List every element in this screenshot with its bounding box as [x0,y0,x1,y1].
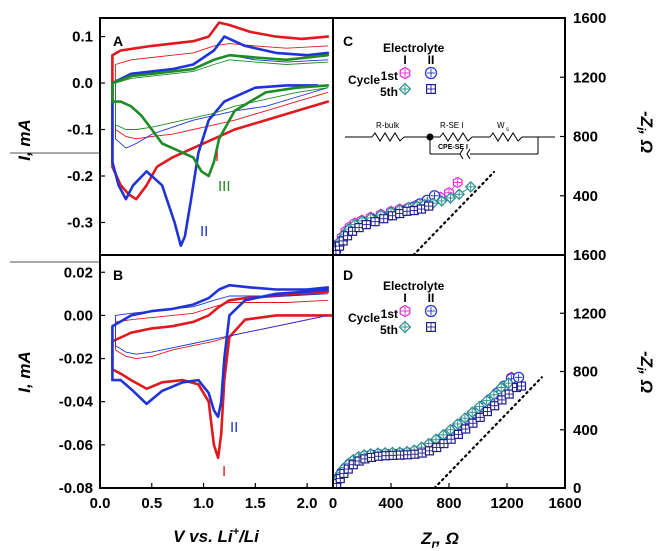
circuit-label-r-se-i-1: R-SE I [440,121,464,130]
panel-d-label: D [343,267,353,283]
y-tick-label-a-1: -0.2 [67,168,93,185]
y-tick-label-b-1: -0.06 [59,437,93,454]
x-tick-label-b-2: 1.0 [193,495,214,512]
reference-line-d [433,376,543,487]
y-tick-label-a-0: -0.3 [67,214,93,231]
curve-annotation-b-i: I [222,463,226,480]
x-tick-label-d-3: 1200 [490,495,523,512]
y-tick-label-d-2: 800 [573,364,598,381]
legend-column-header-d-ii: II [428,291,435,305]
circuit-warburg [489,132,523,142]
y-tick-label-a-3: 0.0 [72,75,93,92]
panel-c-y-axis-label: -Zi, Ω [634,111,656,153]
cv-line-b-ii-1st [111,283,330,419]
legend-row-group-c: Cycle [348,73,380,87]
cv-line-a-iii-1st [111,53,330,178]
y-tick-label-d-1: 400 [573,422,598,439]
legend-row-c-1st: 1st [381,69,398,83]
x-tick-label-b-4: 2.0 [297,495,318,512]
panel-a-label: A [113,33,123,49]
legend-row-group-d: Cycle [348,311,380,325]
y-tick-label-d-3: 1200 [573,305,606,322]
legend-column-header-c-ii: II [428,53,435,67]
circuit-resistor-sei [439,132,473,142]
curve-annotation-b-ii: II [230,419,238,436]
x-tick-label-d-4: 1600 [548,495,581,512]
circuit-cpe-element [459,148,471,160]
panel-d-x-axis-label: Zr, Ω [420,529,459,551]
x-tick-label-d-0: 0 [329,495,337,512]
curve-annotation-a-ii: II [200,223,208,240]
y-tick-label-b-4: 0.00 [64,307,93,324]
y-tick-label-b-5: 0.02 [64,264,93,281]
y-tick-label-c-3: 1600 [573,10,606,27]
circuit-label-w-2: W [497,121,505,130]
y-tick-label-b-3: -0.02 [59,351,93,368]
legend-title-c: Electrolyte [383,41,445,55]
legend-row-c-5th: 5th [380,85,398,99]
x-tick-label-b-1: 0.5 [141,495,162,512]
circuit-label-r-bulk-0: R-bulk [376,121,400,130]
legend-row-d-1st: 1st [381,307,398,321]
x-tick-label-b-3: 1.5 [245,495,266,512]
y-tick-label-d-4: 1600 [573,247,606,264]
panel-a-y-axis-label: I, mA [15,119,34,161]
y-tick-label-b-0: -0.08 [59,480,93,497]
circuit-label-cpe-se-i-4: CPE-SE I [438,144,468,151]
x-tick-label-d-2: 800 [436,495,461,512]
panel-d-y-axis-label: -Zi, Ω [634,351,656,393]
cv-line-b-ii-5th [115,293,329,355]
circuit-label-s-3: s [506,127,509,133]
y-tick-label-d-0: 0 [573,480,581,497]
y-tick-label-c-0: 400 [573,188,598,205]
panel-b-cyclic-voltammogram: -0.08 -0.06 -0.04 -0.02 0.00 0.02 0.0 0.5 1.0 1.5… [15,254,334,546]
y-tick-label-c-1: 800 [573,129,598,146]
legend-column-header-d-i: I [403,291,406,305]
x-tick-label-b-0: 0.0 [90,495,111,512]
legend-column-header-c-i: I [403,53,406,67]
curve-annotation-a-iii: III [218,178,231,195]
curve-annotation-a-i: I [215,148,219,165]
cv-line-a-iii-5th [115,59,329,130]
eis-d-i-5th-line [334,382,509,487]
y-tick-label-a-4: 0.1 [72,29,93,46]
panel-b-x-axis-label: V vs. Li+/Li [173,526,260,546]
panel-c-label: C [343,33,353,49]
legend-title-d: Electrolyte [383,279,445,293]
cv-line-a-ii-1st [111,35,330,247]
x-tick-label-d-1: 400 [378,495,403,512]
eis-d-i-1st-line [334,377,512,487]
y-tick-label-a-2: -0.1 [67,122,93,139]
legend-row-d-5th: 5th [380,323,398,337]
panel-b-label: B [113,267,123,283]
y-tick-label-c-2: 1200 [573,69,606,86]
circuit-resistor-bulk [371,132,405,142]
panel-b-y-axis-label: I, mA [15,351,34,393]
y-tick-label-b-2: -0.04 [59,394,94,411]
